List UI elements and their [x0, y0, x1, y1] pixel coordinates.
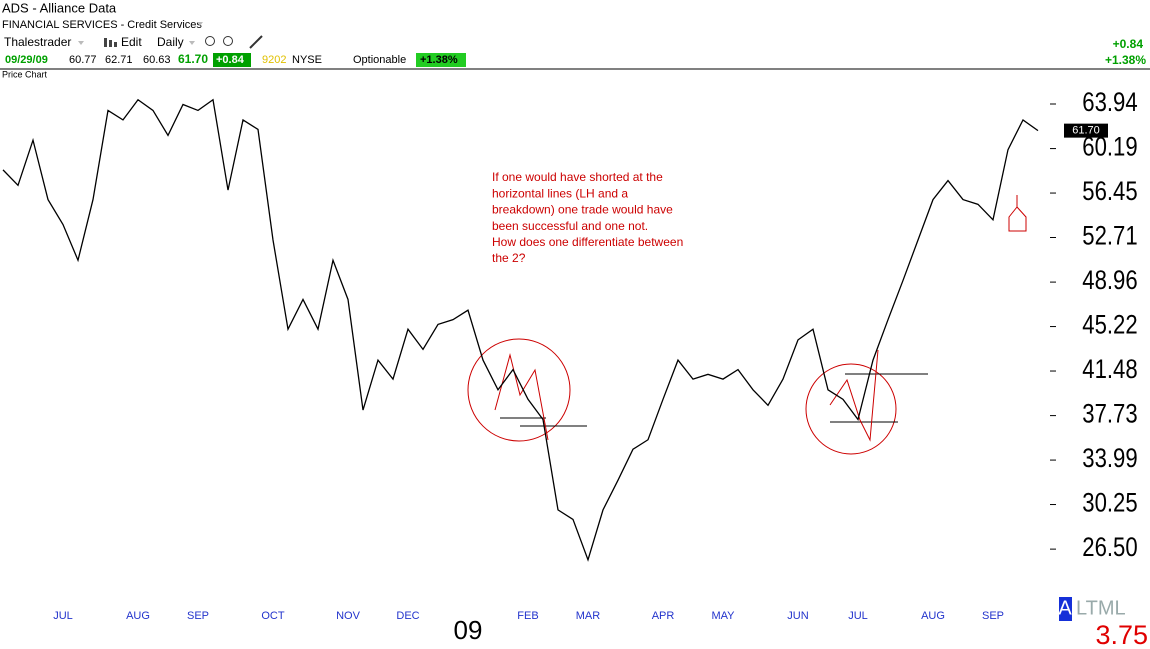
pct-box — [416, 53, 466, 67]
x-tick-label: AUG — [921, 610, 945, 622]
summary-change: +0.84 — [1113, 37, 1144, 51]
x-tick-label: JUL — [53, 610, 73, 622]
indicator-value: 3.75 — [1095, 620, 1148, 649]
x-tick-label: NOV — [336, 610, 361, 622]
edit-button[interactable]: Edit — [121, 35, 142, 49]
y-tick-label: 26.50 — [1082, 533, 1137, 563]
x-tick-label: APR — [652, 610, 675, 622]
sector: FINANCIAL SERVICES - Credit Services — [2, 19, 202, 31]
x-tick-label: OCT — [261, 610, 285, 622]
last-price-label: 61.70 — [1072, 125, 1100, 137]
zigzag — [494, 353, 549, 441]
x-tick-label: SEP — [187, 610, 209, 622]
change-pct: +1.38% — [420, 54, 458, 66]
zoom-out[interactable] — [223, 36, 233, 46]
x-tick-label: MAR — [576, 610, 601, 622]
volume: 9202 — [262, 54, 286, 66]
panel-label: Price Chart — [2, 69, 48, 79]
exchange: NYSE — [292, 54, 322, 66]
annotation-text: been successful and one not. — [492, 219, 648, 233]
x-tick-label: SEP — [982, 610, 1004, 622]
low: 60.63 — [143, 54, 171, 66]
x-tick-label: MAY — [711, 610, 735, 622]
optionable: Optionable — [353, 54, 406, 66]
indicator-letter-box — [1059, 597, 1072, 621]
edit-icon — [114, 42, 117, 47]
y-tick-label: 56.45 — [1082, 177, 1137, 207]
dropdown-icon — [78, 41, 84, 45]
price-line — [2, 98, 1039, 562]
change: +0.84 — [216, 54, 245, 66]
dropdown-icon — [197, 22, 203, 26]
x-tick-label: DEC — [396, 610, 419, 622]
change-box — [213, 53, 251, 67]
circle-annotation — [805, 363, 897, 455]
arrow-drawing — [1008, 195, 1027, 232]
y-tick-label: 60.19 — [1082, 133, 1137, 163]
year-label: 09 — [454, 615, 483, 645]
y-tick-label: 37.73 — [1082, 400, 1137, 430]
x-tick-label: FEB — [517, 610, 538, 622]
zigzag — [829, 349, 879, 442]
zoom-in[interactable] — [205, 36, 215, 46]
high: 62.71 — [105, 54, 133, 66]
y-tick-label: 30.25 — [1082, 489, 1137, 519]
x-tick-label: JUL — [848, 610, 868, 622]
y-tick-label: 33.99 — [1082, 444, 1137, 474]
annotations — [467, 195, 1027, 455]
period[interactable]: Daily — [157, 35, 184, 49]
annotation-text: horizontal lines (LH and a — [492, 186, 628, 200]
y-tick-label: 41.48 — [1082, 355, 1137, 385]
user[interactable]: Thalestrader — [4, 35, 71, 49]
summary-pct: +1.38% — [1105, 53, 1146, 67]
draw-tool[interactable] — [249, 35, 263, 49]
annotation-text: breakdown) one trade would have — [492, 203, 673, 217]
close: 61.70 — [178, 52, 208, 66]
last-price-box — [1064, 123, 1108, 138]
edit-icon — [104, 38, 107, 47]
y-tick-label: 48.96 — [1082, 266, 1137, 296]
annotation-text: How does one differentiate between — [492, 235, 683, 249]
dropdown-icon — [189, 41, 195, 45]
circle-annotation — [467, 338, 571, 442]
y-tick-label: 63.94 — [1082, 88, 1137, 118]
x-tick-label: JUN — [787, 610, 808, 622]
date: 09/29/09 — [5, 54, 48, 66]
indicator-letter: A — [1058, 597, 1072, 619]
x-tick-label: AUG — [126, 610, 150, 622]
open: 60.77 — [69, 54, 97, 66]
edit-icon — [109, 40, 112, 47]
y-tick-label: 52.71 — [1082, 222, 1137, 252]
annotation-text: If one would have shorted at the — [492, 170, 663, 184]
annotation-text: the 2? — [492, 251, 526, 265]
y-tick-label: 45.22 — [1082, 311, 1137, 341]
indicator-name: LTML — [1076, 597, 1126, 619]
symbol: ADS - Alliance Data — [2, 0, 117, 15]
